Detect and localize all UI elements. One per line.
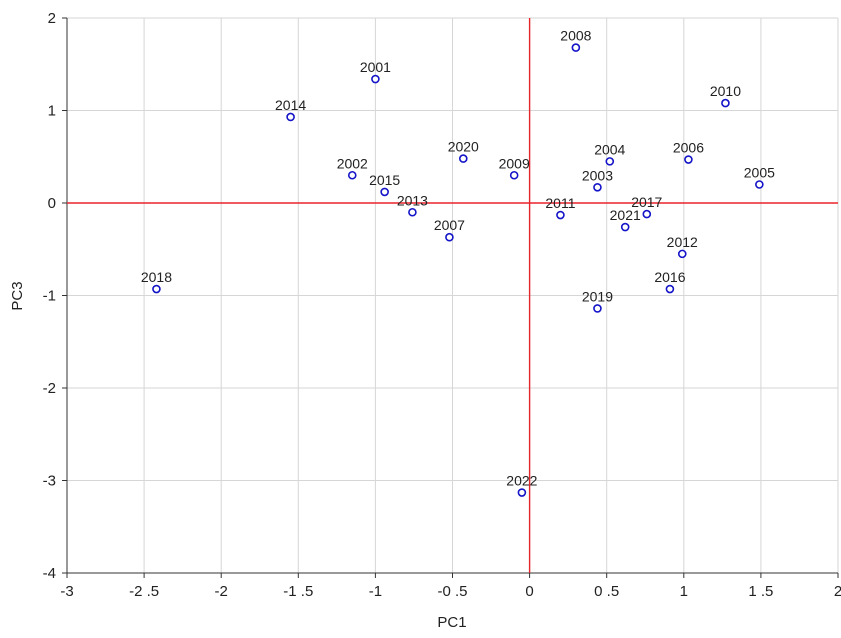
y-tick-label: -1 bbox=[43, 288, 56, 305]
point-label: 2010 bbox=[710, 83, 741, 99]
x-tick-label: -0 .5 bbox=[437, 583, 467, 600]
point-marker bbox=[371, 74, 380, 84]
point-marker bbox=[458, 154, 468, 163]
point-label: 2006 bbox=[673, 140, 704, 156]
x-tick-label: 0 .5 bbox=[594, 583, 619, 600]
point-marker bbox=[677, 249, 687, 259]
x-tick-label: -1 .5 bbox=[283, 583, 313, 600]
tick-labels: -3 -2 .5 -2 -1 .5 -1 -0 .5 0 0 .5 1 1 .5 2-4-3-2-1… bbox=[43, 10, 841, 600]
y-tick-label: -2 bbox=[43, 380, 56, 397]
point-label: 2017 bbox=[631, 194, 662, 210]
point-label: 2016 bbox=[654, 269, 685, 285]
point-marker bbox=[593, 182, 602, 192]
point-label: 2008 bbox=[560, 28, 591, 44]
point-label: 2022 bbox=[506, 473, 537, 489]
point-marker bbox=[556, 210, 565, 220]
point-marker bbox=[408, 207, 417, 217]
data-points: 2001 2002 2003 2004 2005 2006 2007 2008 2009 2010… bbox=[141, 28, 775, 497]
point-marker bbox=[665, 284, 675, 294]
x-tick-label: -2 .5 bbox=[129, 583, 159, 600]
point-marker bbox=[347, 170, 357, 180]
y-tick-label: 2 bbox=[48, 10, 56, 27]
x-tick-label: 0 bbox=[525, 583, 533, 600]
point-marker bbox=[593, 304, 602, 313]
x-axis-title: PC1 bbox=[437, 614, 466, 631]
point-marker bbox=[755, 180, 764, 189]
point-label: 2014 bbox=[275, 97, 306, 113]
reference-lines bbox=[67, 18, 838, 573]
point-marker bbox=[517, 488, 527, 497]
x-tick-label: 2 bbox=[834, 583, 841, 600]
point-label: 2001 bbox=[360, 59, 391, 75]
point-marker bbox=[509, 170, 519, 180]
point-label: 2018 bbox=[141, 269, 172, 285]
point-label: 2012 bbox=[667, 234, 698, 250]
point-label: 2004 bbox=[594, 141, 625, 157]
point-label: 2005 bbox=[744, 165, 775, 181]
x-tick-label: -1 bbox=[369, 583, 382, 600]
point-label: 2020 bbox=[448, 139, 479, 155]
point-marker bbox=[620, 222, 630, 232]
x-tick-label: 1 bbox=[680, 583, 688, 600]
x-tick-label: 1 .5 bbox=[748, 583, 773, 600]
x-tick-label: -2 bbox=[215, 583, 228, 600]
point-label: 2013 bbox=[397, 192, 428, 208]
y-tick-label: 0 bbox=[48, 195, 56, 212]
point-marker bbox=[380, 187, 389, 197]
point-label: 2021 bbox=[610, 207, 641, 223]
point-label: 2003 bbox=[582, 167, 613, 183]
point-label: 2009 bbox=[499, 155, 530, 171]
point-marker bbox=[571, 43, 581, 52]
point-label: 2002 bbox=[337, 155, 368, 171]
point-marker bbox=[684, 155, 693, 164]
y-tick-label: 1 bbox=[48, 103, 56, 120]
y-tick-label: -3 bbox=[43, 473, 56, 490]
point-label: 2019 bbox=[582, 288, 613, 304]
point-marker bbox=[286, 112, 295, 122]
point-marker bbox=[152, 284, 161, 294]
axes-frame bbox=[62, 17, 839, 578]
point-marker bbox=[721, 98, 730, 108]
point-marker bbox=[445, 232, 454, 242]
y-tick-label: -4 bbox=[43, 565, 56, 582]
point-label: 2015 bbox=[369, 172, 400, 188]
y-axis-title: PC3 bbox=[9, 281, 26, 310]
point-marker bbox=[605, 157, 615, 166]
point-label: 2007 bbox=[434, 217, 465, 233]
point-marker bbox=[642, 209, 652, 219]
point-label: 2011 bbox=[545, 195, 575, 211]
x-tick-label: -3 bbox=[60, 583, 73, 600]
